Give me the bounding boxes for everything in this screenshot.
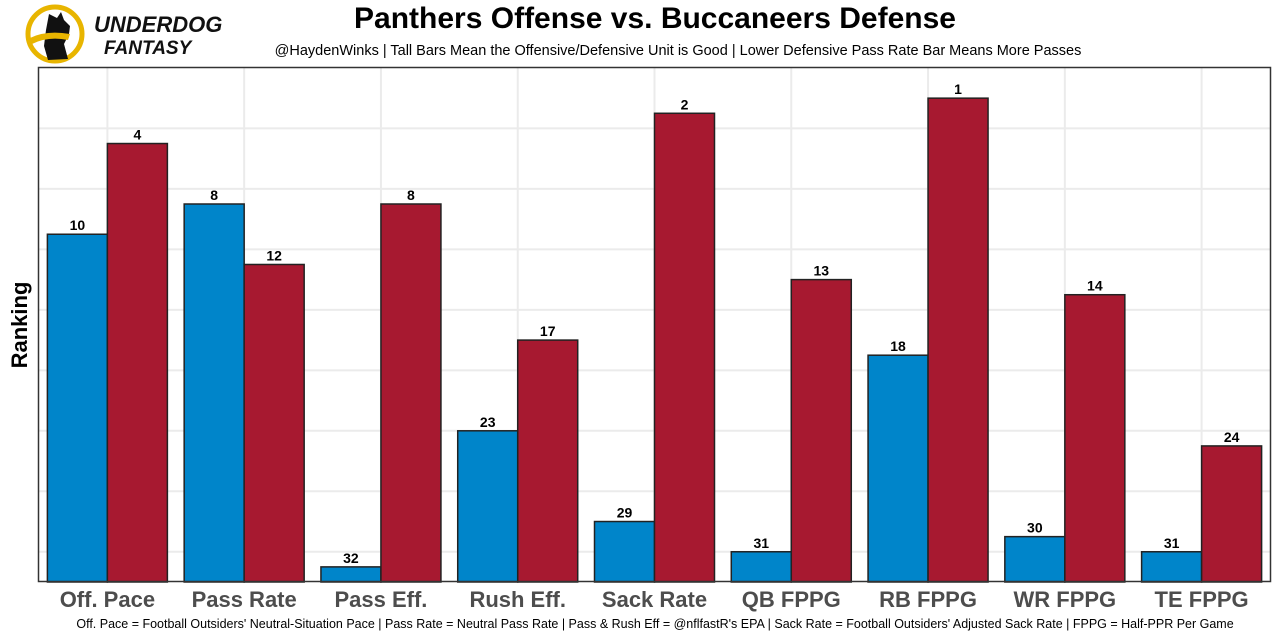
bar-buccaneers-defense	[243, 263, 305, 583]
bars	[46, 97, 1263, 583]
x-tick-label: Off. Pace	[60, 587, 155, 612]
value-label-panthers-offense: 10	[70, 217, 86, 233]
value-label-buccaneers-defense: 4	[133, 127, 141, 143]
value-label-buccaneers-defense: 14	[1087, 278, 1103, 294]
value-label-panthers-offense: 32	[343, 550, 359, 566]
value-label-panthers-offense: 18	[890, 338, 906, 354]
bar-buccaneers-defense	[927, 97, 989, 583]
bar-buccaneers-defense	[1064, 293, 1126, 583]
chart-subtitle: @HaydenWinks | Tall Bars Mean the Offens…	[274, 43, 1082, 59]
x-tick-label: Pass Rate	[192, 587, 297, 612]
x-tick-label: WR FPPG	[1013, 587, 1116, 612]
bar-buccaneers-defense	[653, 112, 716, 583]
value-label-panthers-offense: 31	[1164, 535, 1180, 551]
bar-panthers-offense	[1004, 535, 1066, 583]
x-tick-label: Pass Eff.	[334, 587, 427, 612]
value-label-buccaneers-defense: 13	[813, 263, 829, 279]
value-label-buccaneers-defense: 17	[540, 323, 556, 339]
value-label-panthers-offense: 30	[1027, 520, 1043, 536]
value-labels: 10 4 8 12 32 8 23 17 29 2 31 13 18 1 30 14 31 24	[70, 81, 1240, 566]
chart-caption: Off. Pace = Football Outsiders' Neutral-…	[76, 617, 1234, 631]
x-tick-label: QB FPPG	[742, 587, 841, 612]
value-label-panthers-offense: 23	[480, 414, 496, 430]
value-label-panthers-offense: 31	[753, 535, 769, 551]
value-label-buccaneers-defense: 8	[407, 187, 415, 203]
value-label-buccaneers-defense: 12	[266, 247, 282, 263]
bar-buccaneers-defense	[380, 203, 442, 583]
bar-panthers-offense	[456, 430, 519, 583]
bar-panthers-offense	[1140, 551, 1203, 583]
value-label-panthers-offense: 8	[210, 187, 218, 203]
chart-title: Panthers Offense vs. Buccaneers Defense	[354, 2, 956, 35]
brand-line-2: FANTASY	[104, 38, 194, 59]
x-tick-labels: Off. Pace Pass Rate Pass Eff. Rush Eff. Sack…	[60, 587, 1249, 612]
underdog-fantasy-logo: UNDERDOG FANTASY	[25, 4, 222, 64]
bar-buccaneers-defense	[790, 278, 853, 583]
bar-buccaneers-defense	[516, 339, 579, 583]
scarf-icon	[30, 32, 70, 44]
value-label-buccaneers-defense: 24	[1224, 429, 1240, 445]
x-tick-label: TE FPPG	[1155, 587, 1249, 612]
bar-panthers-offense	[867, 354, 929, 583]
bar-buccaneers-defense	[106, 142, 169, 583]
x-tick-label: RB FPPG	[879, 587, 977, 612]
bar-panthers-offense	[730, 551, 793, 583]
bar-buccaneers-defense	[1200, 445, 1263, 583]
bar-panthers-offense	[46, 233, 109, 583]
plot-border	[37, 66, 1272, 583]
value-label-buccaneers-defense: 2	[681, 96, 689, 112]
value-label-buccaneers-defense: 1	[954, 81, 962, 97]
x-tick-label: Sack Rate	[602, 587, 707, 612]
bar-panthers-offense	[593, 520, 656, 583]
brand-line-1: UNDERDOG	[94, 12, 222, 37]
bar-panthers-offense	[320, 566, 382, 583]
x-tick-label: Rush Eff.	[469, 587, 566, 612]
bar-panthers-offense	[183, 203, 245, 583]
value-label-panthers-offense: 29	[617, 505, 633, 521]
